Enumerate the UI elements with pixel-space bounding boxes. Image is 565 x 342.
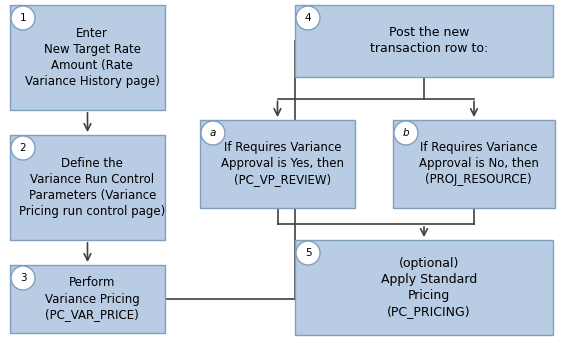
Text: 2: 2 [20, 143, 27, 153]
Text: If Requires Variance
Approval is Yes, then
(PC_VP_REVIEW): If Requires Variance Approval is Yes, th… [221, 142, 344, 186]
FancyBboxPatch shape [200, 120, 355, 208]
FancyBboxPatch shape [10, 265, 165, 333]
Circle shape [11, 136, 35, 160]
Text: 4: 4 [305, 13, 311, 23]
FancyBboxPatch shape [10, 135, 165, 240]
Text: Post the new
transaction row to:: Post the new transaction row to: [370, 26, 488, 55]
Circle shape [201, 121, 225, 145]
FancyBboxPatch shape [295, 5, 553, 77]
Circle shape [296, 6, 320, 30]
Text: a: a [210, 128, 216, 138]
FancyBboxPatch shape [393, 120, 555, 208]
Text: 5: 5 [305, 248, 311, 258]
Circle shape [11, 6, 35, 30]
Text: 1: 1 [20, 13, 27, 23]
FancyBboxPatch shape [295, 240, 553, 335]
Text: (optional)
Apply Standard
Pricing
(PC_PRICING): (optional) Apply Standard Pricing (PC_PR… [381, 257, 477, 318]
Text: Enter
New Target Rate
Amount (Rate
Variance History page): Enter New Target Rate Amount (Rate Varia… [25, 27, 160, 88]
Text: Define the
Variance Run Control
Parameters (Variance
Pricing run control page): Define the Variance Run Control Paramete… [19, 157, 166, 218]
Circle shape [394, 121, 418, 145]
Circle shape [296, 241, 320, 265]
Circle shape [11, 266, 35, 290]
Text: b: b [403, 128, 409, 138]
Text: Perform
Variance Pricing
(PC_VAR_PRICE): Perform Variance Pricing (PC_VAR_PRICE) [45, 276, 140, 321]
Text: If Requires Variance
Approval is No, then
(PROJ_RESOURCE): If Requires Variance Approval is No, the… [419, 142, 539, 186]
Text: 3: 3 [20, 273, 27, 283]
FancyBboxPatch shape [10, 5, 165, 110]
